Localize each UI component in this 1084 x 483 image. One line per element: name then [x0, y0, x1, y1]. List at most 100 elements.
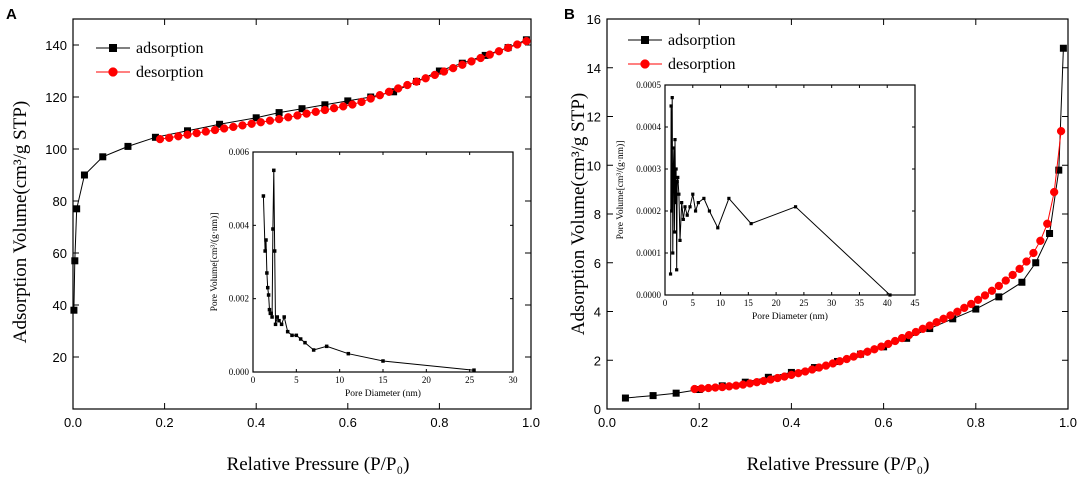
panel-b-point-adsorption	[972, 305, 980, 313]
panel-a-inset-point-pore-distribution	[270, 315, 274, 319]
panel-b-inset-point-pore-distribution	[673, 138, 677, 142]
panel-a-point-desorption	[503, 43, 513, 53]
panel-b-legend-label-0: adsorption	[668, 32, 736, 49]
panel-a-point-desorption	[513, 40, 522, 49]
panel-b-point-desorption	[980, 291, 990, 300]
panel-b-inset-point-pore-distribution	[707, 209, 712, 213]
panel-b-inset-point-pore-distribution	[888, 293, 892, 297]
panel-a-point-desorption	[494, 47, 504, 56]
panel-b-inset-x-tick-label: 15	[744, 298, 754, 308]
panel-b-point-desorption	[697, 384, 706, 393]
panel-b-point-desorption	[745, 379, 755, 388]
panel-a-point-desorption	[311, 107, 320, 116]
panel-a-point-desorption	[192, 128, 201, 138]
panel-a-point-desorption	[274, 114, 284, 124]
panel-b-x-tick-label: 0.0	[598, 415, 616, 430]
panel-a-point-desorption	[476, 53, 485, 63]
panel-b-inset-x-tick-label: 0	[663, 298, 668, 308]
panel-a-point-adsorption	[80, 171, 88, 179]
panel-a-x-tick-label: 0.6	[339, 415, 357, 430]
panel-a-inset-point-pore-distribution	[265, 271, 269, 275]
panel-a-point-desorption	[485, 50, 494, 59]
panel-b-inset-point-pore-distribution	[670, 96, 674, 100]
panel-a-point-adsorption	[216, 120, 224, 128]
panel-b-inset-x-tick-label: 30	[827, 298, 837, 308]
panel-b-point-desorption	[918, 324, 927, 333]
panel-b-y-tick-label: 4	[594, 305, 601, 320]
panel-a-inset-point-pore-distribution	[265, 285, 270, 290]
panel-b-point-desorption	[704, 383, 713, 393]
panel-a-point-desorption	[412, 77, 421, 86]
panel-a-inset-point-pore-distribution	[472, 368, 476, 372]
panel-a-point-desorption	[339, 102, 348, 111]
panel-a-y-tick-label: 140	[45, 38, 67, 53]
panel-a-inset-point-pore-distribution	[381, 359, 385, 363]
panel-b-y-tick-label: 10	[587, 158, 601, 173]
panel-b-inset-point-pore-distribution	[670, 209, 674, 213]
panel-b-inset-x-tick-label: 35	[855, 298, 865, 308]
panel-a-point-desorption	[357, 97, 366, 107]
panel-b-point-desorption	[877, 342, 886, 351]
panel-b-inset-y-tick-label: 0.0000	[636, 290, 661, 300]
panel-a-point-desorption	[229, 122, 238, 132]
panel-b-inset-y-tick-label: 0.0004	[636, 122, 661, 132]
panel-b-inset-x-tick-label: 5	[691, 298, 696, 308]
panel-b-inset-point-pore-distribution	[674, 167, 678, 171]
panel-b-point-desorption	[1029, 248, 1038, 258]
panel-a-inset: 0 5 10 15 20 25 30 0.000 0.002 0.004 0.006 Pore Dia…	[209, 147, 518, 399]
panel-b-point-desorption	[994, 281, 1003, 291]
panel-a-inset-x-tick-label: 5	[294, 375, 299, 385]
panel-b-inset-x-axis-label: Pore Diameter (nm)	[752, 311, 828, 322]
panel-a-y-tick-label: 20	[53, 350, 67, 365]
panel-a-point-desorption	[329, 104, 339, 113]
panel-b-inset-point-pore-distribution	[671, 251, 675, 255]
panel-b-x-tick-label: 1.0	[1059, 415, 1077, 430]
panel-b-point-desorption	[1036, 236, 1045, 245]
panel-a-inset-frame	[252, 151, 514, 373]
panel-b-point-desorption	[821, 361, 831, 370]
panel-a-point-desorption	[384, 87, 394, 96]
panel-b-inset-point-pore-distribution	[683, 205, 687, 209]
panel-b-point-desorption	[794, 369, 803, 378]
panel-b-inset-x-tick-label: 20	[772, 298, 782, 308]
panel-a-point-adsorption	[344, 97, 352, 105]
panel-b-point-desorption	[890, 336, 900, 346]
panel-b-point-adsorption	[621, 394, 629, 402]
panel-a-point-desorption	[210, 125, 220, 135]
panel-a-frame	[72, 18, 532, 410]
panel-b-point-desorption	[773, 373, 782, 383]
panel-b-point-desorption	[1022, 257, 1031, 266]
panel-b-inset-point-pore-distribution	[727, 196, 731, 200]
panel-a-point-adsorption	[151, 133, 159, 141]
panel-a-x-tick-label: 0.8	[430, 415, 448, 430]
panel-b-point-adsorption	[1059, 44, 1067, 52]
panel-a-inset-point-pore-distribution	[298, 337, 303, 341]
panel-b-point-desorption	[884, 339, 893, 349]
panel-a-x-tick-label: 1.0	[522, 415, 540, 430]
panel-a-legend-marker-0	[109, 44, 117, 52]
panel-b-point-adsorption	[1032, 259, 1040, 267]
panel-a-inset-x-tick-label: 0	[251, 375, 256, 385]
panel-b-point-desorption	[953, 307, 962, 316]
panel-b-inset-point-pore-distribution	[702, 196, 706, 200]
panel-b: B 0.0 0.2 0.4 0.6 0.8 1.0 0 2 4 6 8 10 12 14 16 adsorpt…	[564, 6, 1077, 475]
panel-a-inset-point-pore-distribution	[324, 344, 329, 349]
panel-b-point-adsorption	[672, 389, 680, 397]
panel-b-inset-y-axis-label: Pore Volume[cm³/(g·nm)]	[615, 141, 626, 240]
panel-b-point-desorption	[725, 382, 734, 391]
panel-a-point-desorption	[302, 109, 311, 118]
panel-a-inset-point-pore-distribution	[282, 315, 286, 319]
panel-a-point-desorption	[394, 84, 403, 93]
panel-b-y-tick-label: 14	[587, 61, 601, 76]
panel-a-point-desorption	[219, 124, 229, 133]
panel-a-point-adsorption	[71, 257, 79, 265]
panel-a-inset-y-tick-label: 0.004	[229, 220, 250, 230]
panel-a-point-desorption	[430, 70, 439, 80]
panel-b-inset-point-pore-distribution	[669, 104, 673, 108]
panel-a-point-desorption	[293, 111, 302, 120]
panel-b-legend-label-1: desorption	[668, 56, 736, 73]
panel-a-y-tick-label: 40	[53, 298, 67, 313]
panel-b-inset-frame	[664, 84, 916, 296]
panel-a-inset-x-tick-label: 15	[379, 375, 389, 385]
panel-b-point-desorption	[842, 354, 851, 364]
